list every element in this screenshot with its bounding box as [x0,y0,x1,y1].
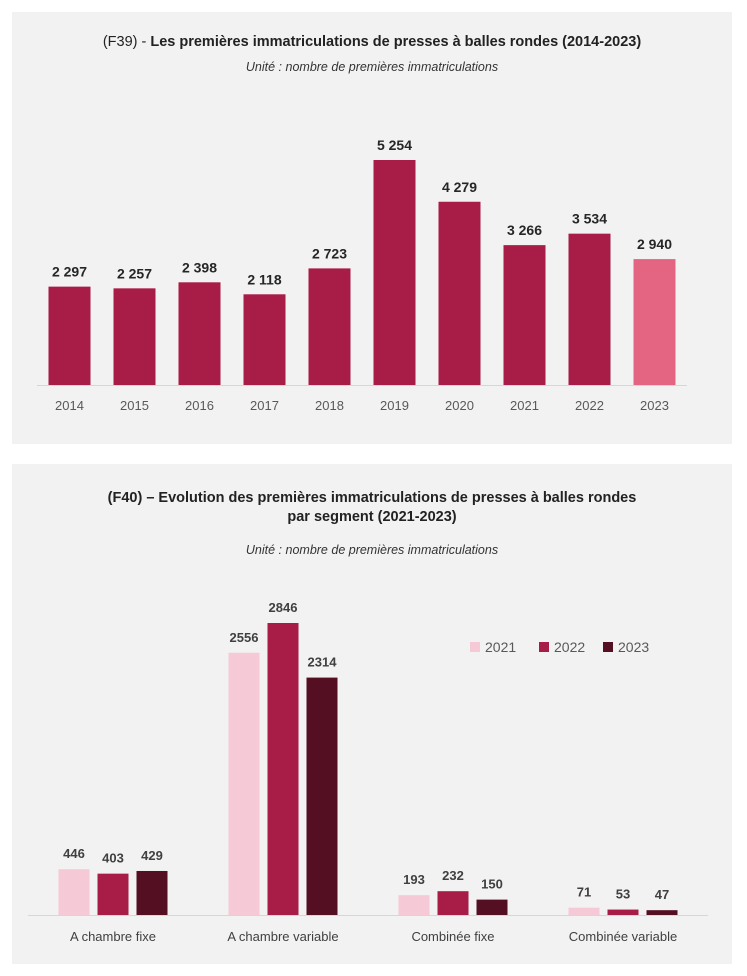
bar [503,245,546,385]
legend-swatch [603,642,613,652]
bar [607,909,639,915]
data-label: 3 534 [572,211,607,227]
legend-label: 2022 [554,639,585,655]
bar [633,259,676,385]
data-label: 446 [63,846,85,861]
data-label: 2 257 [117,265,152,281]
bar-chart-f39: 2 297 2014 2 257 2015 2 398 2016 2 118 2017 2 72… [37,137,687,413]
bar [243,294,286,385]
data-label: 2314 [308,655,338,670]
x-tick-label: Combinée fixe [411,929,494,944]
chart-subtitle: Unité : nombre de premières immatriculat… [245,543,499,557]
chart-panel-f40: (F40) – Evolution des premières immatric… [12,464,732,964]
x-tick-label: 2021 [510,398,539,413]
data-label: 4 279 [442,179,477,195]
bar [136,870,168,915]
bar [58,869,90,915]
bar [438,201,481,385]
x-tick-label: Combinée variable [569,929,677,944]
data-label: 403 [102,851,124,866]
data-label: 2 723 [312,245,347,261]
data-label: 2 118 [247,271,281,287]
data-label: 2846 [269,600,298,615]
bar [48,286,91,385]
data-label: 2 297 [52,264,87,280]
x-tick-label: 2014 [55,398,84,413]
x-tick-label: 2019 [380,398,409,413]
bar [267,623,299,915]
title-line-2: par segment (2021-2023) [287,509,457,525]
title-line-1: (F40) – Evolution des premières immatric… [107,490,637,506]
data-label: 429 [141,848,163,863]
x-tick-label: 2015 [120,398,149,413]
data-label: 47 [655,887,669,902]
x-tick-label: A chambre variable [227,929,338,944]
x-tick-label: A chambre fixe [70,929,156,944]
grouped-bar-chart-f40: 446 403 429 A chambre fixe 2556 2846 2314 A cha… [28,600,708,944]
data-label: 3 266 [507,222,542,238]
x-tick-label: 2018 [315,398,344,413]
legend-swatch [470,642,480,652]
x-tick-label: 2017 [250,398,279,413]
legend-label: 2023 [618,639,649,655]
x-tick-label: 2023 [640,398,669,413]
x-tick-label: 2016 [185,398,214,413]
legend-label: 2021 [485,639,516,655]
title-main: Les premières immatriculations de presse… [150,34,642,50]
bar [646,910,678,915]
title-prefix: (F39) - [102,34,151,50]
x-tick-label: 2020 [445,398,474,413]
chart-subtitle: Unité : nombre de premières immatriculat… [245,60,499,74]
bar [398,895,430,915]
data-label: 150 [481,877,503,892]
data-label: 5 254 [377,137,412,153]
chart-panel-f39: (F39) - Les premières immatriculations d… [12,12,732,444]
bar [228,652,260,915]
data-label: 2 398 [182,259,217,275]
x-tick-label: 2022 [575,398,604,413]
bar [476,899,508,915]
bar [308,268,351,385]
data-label: 2556 [230,630,259,645]
data-label: 71 [577,885,591,900]
bar [568,233,611,385]
bar [306,677,338,915]
bar [437,891,469,915]
legend-swatch [539,642,549,652]
data-label: 232 [442,868,464,883]
bar [113,288,156,385]
bar [373,160,416,385]
bar [178,282,221,385]
chart-title: (F40) – Evolution des premières immatric… [12,489,732,527]
data-label: 53 [616,887,630,902]
chart-title: (F39) - Les premières immatriculations d… [12,33,732,52]
data-label: 2 940 [637,236,672,252]
bar [97,873,129,915]
data-label: 193 [403,872,425,887]
bar [568,907,600,915]
